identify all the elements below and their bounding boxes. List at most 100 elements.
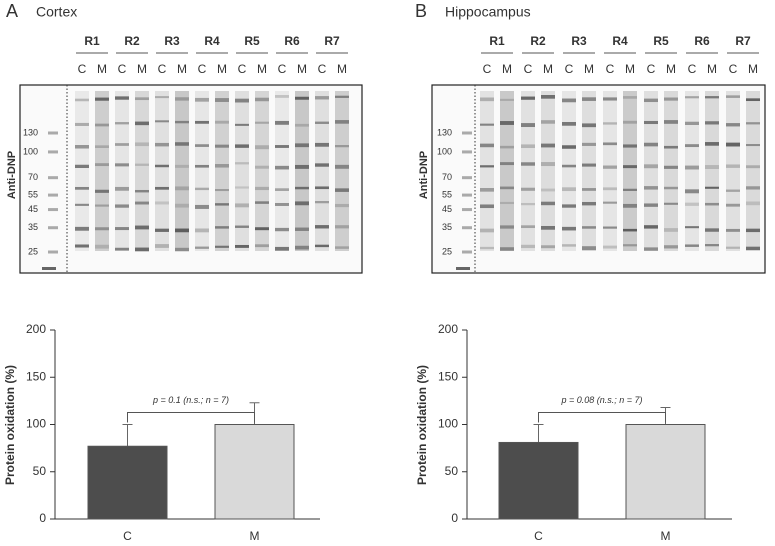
blot-band [746, 201, 760, 206]
blot-band [500, 201, 514, 205]
blot-band [315, 163, 329, 167]
blot-band [335, 164, 349, 169]
blot-band [255, 121, 269, 124]
blot-band [664, 97, 678, 101]
blot-band [75, 203, 89, 206]
blot-band [335, 203, 349, 208]
blot-band [562, 121, 576, 126]
blot-band [295, 96, 309, 100]
blot-band [75, 226, 89, 231]
lane-label: R5 [244, 34, 260, 48]
blot-band [275, 95, 289, 98]
ladder-band [48, 208, 58, 212]
blot-band [664, 228, 678, 232]
blot-band [275, 145, 289, 148]
blot-band [562, 98, 576, 103]
blot-band [644, 247, 658, 251]
blot-band [664, 186, 678, 190]
lane-label: R5 [653, 34, 669, 48]
blot-band [582, 201, 596, 206]
lane-label: R2 [530, 34, 546, 48]
condition-label: C [198, 62, 207, 76]
ladder-band [48, 193, 58, 197]
blot-band [195, 228, 209, 233]
blot-band [335, 225, 349, 229]
blot-band [215, 120, 229, 124]
blot-band [685, 96, 699, 99]
lane-smear [603, 91, 617, 251]
lane-smear [95, 91, 109, 251]
ladder-band [462, 226, 472, 230]
marker-label: 55 [28, 189, 38, 199]
blot-band [541, 245, 555, 249]
condition-label: M [137, 62, 147, 76]
condition-label: C [524, 62, 533, 76]
blot-band [521, 144, 535, 149]
blot-band [623, 203, 637, 208]
blot-band [746, 186, 760, 190]
blot-band [644, 98, 658, 103]
condition-label: M [97, 62, 107, 76]
y-tick-label: 50 [33, 464, 47, 478]
blot-band [685, 226, 699, 229]
blot-band [623, 96, 637, 99]
blot-band [195, 204, 209, 209]
marker-label: 100 [437, 146, 452, 156]
marker-label: 130 [23, 127, 38, 137]
blot-band [155, 164, 169, 168]
annotation: p = 0.1 (n.s.; n = 7) [152, 395, 229, 405]
blot-band [135, 97, 149, 101]
marker-label: 100 [23, 146, 38, 156]
blot-band [115, 122, 129, 125]
blot-band [500, 121, 514, 125]
blot-band [115, 143, 129, 146]
lane-label: R6 [284, 34, 300, 48]
blot-band [255, 165, 269, 169]
lane-smear [115, 91, 129, 251]
blot-band [623, 120, 637, 124]
blot-band [275, 188, 289, 191]
blot-band [135, 163, 149, 166]
blot-band [603, 201, 617, 204]
blot-band [541, 225, 555, 230]
blot-band [315, 121, 329, 124]
blot-band [582, 123, 596, 128]
blot-band [235, 123, 249, 126]
blot-band [115, 163, 129, 167]
blot-band [95, 227, 109, 231]
blot-band [521, 162, 535, 166]
blot-band [255, 201, 269, 204]
blot-band [295, 201, 309, 206]
blot-band [664, 165, 678, 169]
ladder-band [462, 150, 472, 154]
blot-band [215, 226, 229, 229]
blot-band [195, 164, 209, 168]
blot-band [562, 204, 576, 208]
blot-band [685, 202, 699, 206]
lane-label: R1 [84, 34, 100, 48]
blot-band [746, 246, 760, 251]
condition-label: C [729, 62, 738, 76]
blot-band [500, 145, 514, 149]
condition-label: M [337, 62, 347, 76]
blot-band [315, 96, 329, 100]
blot-band [175, 203, 189, 208]
blot-band [315, 225, 329, 229]
lane-smear [746, 91, 760, 251]
blot-band [521, 244, 535, 249]
lane-smear [175, 91, 189, 251]
blot-band [623, 165, 637, 169]
lane-smear [315, 91, 329, 251]
blot-band [500, 98, 514, 101]
blot-band [541, 95, 555, 99]
blot-band [664, 202, 678, 205]
blot-band [521, 202, 535, 206]
blot-band [685, 144, 699, 148]
blot-band [705, 121, 719, 125]
condition-label: C [647, 62, 656, 76]
blot-band [275, 202, 289, 206]
blot-band [215, 203, 229, 206]
blot-band [135, 225, 149, 230]
blot-band [115, 96, 129, 100]
